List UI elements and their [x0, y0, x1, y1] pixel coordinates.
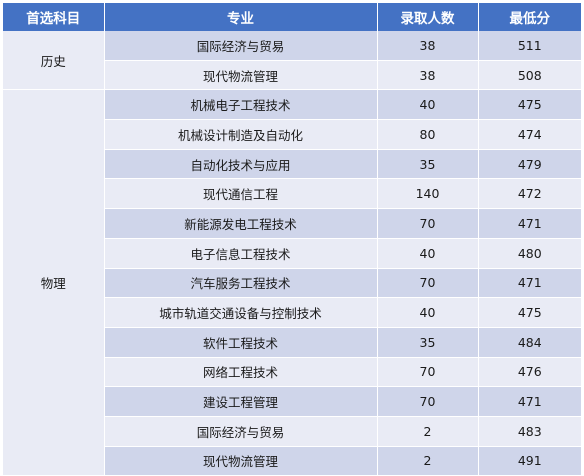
min-score-cell: 471 — [478, 386, 581, 417]
count-cell: 2 — [377, 446, 479, 476]
table-row: 历史 国际经济与贸易 38 511 — [3, 31, 581, 91]
major-cell: 电子信息工程技术 — [104, 238, 378, 269]
min-score-cell: 491 — [478, 446, 581, 476]
min-score-cell: 475 — [478, 89, 581, 121]
header-count: 录取人数 — [377, 3, 479, 31]
subject-cell: 物理 — [3, 89, 105, 476]
major-cell: 城市轨道交通设备与控制技术 — [104, 297, 378, 328]
min-score-cell: 484 — [478, 327, 581, 358]
table-row: 国际经济与贸易 2 483 — [3, 416, 581, 447]
table-header-row: 首选科目 专业 录取人数 最低分 — [3, 3, 581, 31]
header-major: 专业 — [104, 3, 378, 31]
min-score-cell: 508 — [478, 60, 581, 91]
count-cell: 70 — [377, 357, 479, 388]
header-subject: 首选科目 — [3, 3, 105, 31]
major-cell: 国际经济与贸易 — [104, 31, 378, 61]
major-cell: 汽车服务工程技术 — [104, 268, 378, 299]
header-min-score: 最低分 — [478, 3, 581, 31]
count-cell: 35 — [377, 149, 479, 180]
table-row: 软件工程技术 35 484 — [3, 327, 581, 358]
count-cell: 2 — [377, 416, 479, 447]
count-cell: 38 — [377, 60, 479, 91]
table-row: 新能源发电工程技术 70 471 — [3, 208, 581, 239]
count-cell: 38 — [377, 31, 479, 61]
min-score-cell: 471 — [478, 208, 581, 239]
table-row: 网络工程技术 70 476 — [3, 357, 581, 388]
major-cell: 新能源发电工程技术 — [104, 208, 378, 239]
count-cell: 70 — [377, 386, 479, 417]
major-cell: 现代物流管理 — [104, 446, 378, 476]
table-row: 物理 机械电子工程技术 40 475 — [3, 89, 581, 476]
subject-cell: 历史 — [3, 31, 105, 91]
count-cell: 70 — [377, 268, 479, 299]
table-row: 现代物流管理 38 508 — [3, 60, 581, 91]
count-cell: 40 — [377, 297, 479, 328]
count-cell: 70 — [377, 208, 479, 239]
min-score-cell: 480 — [478, 238, 581, 269]
min-score-cell: 511 — [478, 31, 581, 61]
count-cell: 40 — [377, 238, 479, 269]
table-row: 自动化技术与应用 35 479 — [3, 149, 581, 180]
table-row: 建设工程管理 70 471 — [3, 386, 581, 417]
table-row: 电子信息工程技术 40 480 — [3, 238, 581, 269]
min-score-cell: 479 — [478, 149, 581, 180]
min-score-cell: 472 — [478, 178, 581, 210]
major-cell: 现代通信工程 — [104, 178, 378, 210]
min-score-cell: 483 — [478, 416, 581, 447]
major-cell: 网络工程技术 — [104, 357, 378, 388]
table-body: 历史 国际经济与贸易 38 511 现代物流管理 38 508 物理 机械电子工程技术 40 475… — [3, 31, 581, 476]
count-cell: 40 — [377, 89, 479, 121]
count-cell: 80 — [377, 119, 479, 150]
min-score-cell: 476 — [478, 357, 581, 388]
table-row: 汽车服务工程技术 70 471 — [3, 268, 581, 299]
min-score-cell: 475 — [478, 297, 581, 328]
count-cell: 140 — [377, 178, 479, 210]
admission-table-frame: 首选科目 专业 录取人数 最低分 历史 国际经济与贸易 38 511 现代物流管理 38 5… — [3, 3, 581, 476]
major-cell: 机械电子工程技术 — [104, 89, 378, 121]
table-row: 现代通信工程 140 472 — [3, 178, 581, 210]
major-cell: 自动化技术与应用 — [104, 149, 378, 180]
major-cell: 现代物流管理 — [104, 60, 378, 91]
major-cell: 软件工程技术 — [104, 327, 378, 358]
major-cell: 机械设计制造及自动化 — [104, 119, 378, 150]
major-cell: 建设工程管理 — [104, 386, 378, 417]
min-score-cell: 474 — [478, 119, 581, 150]
admission-table: 首选科目 专业 录取人数 最低分 历史 国际经济与贸易 38 511 现代物流管理 38 5… — [3, 3, 581, 476]
min-score-cell: 471 — [478, 268, 581, 299]
table-row: 城市轨道交通设备与控制技术 40 475 — [3, 297, 581, 328]
table-row: 机械设计制造及自动化 80 474 — [3, 119, 581, 150]
major-cell: 国际经济与贸易 — [104, 416, 378, 447]
count-cell: 35 — [377, 327, 479, 358]
